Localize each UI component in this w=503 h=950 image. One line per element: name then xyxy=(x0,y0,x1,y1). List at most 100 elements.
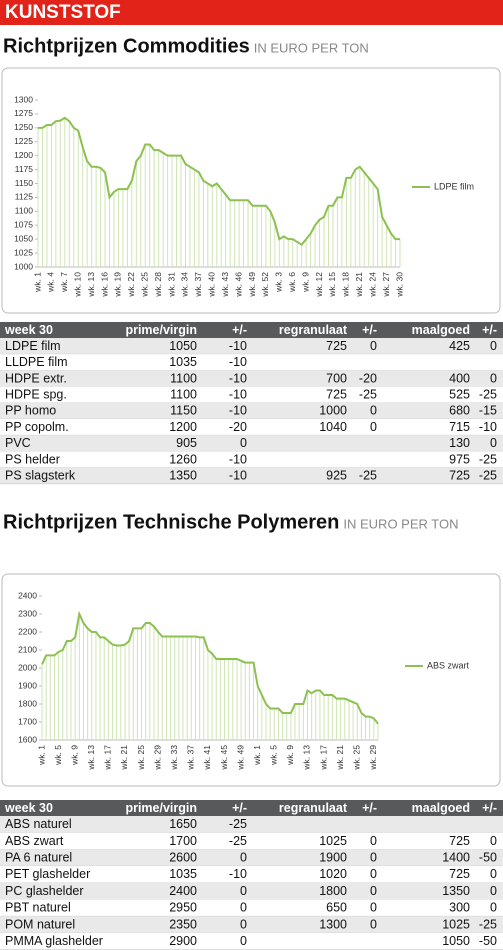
table-cell: 0 xyxy=(240,901,247,915)
x-tick-label: wk. 40 xyxy=(207,272,217,298)
y-tick-label: 1800 xyxy=(18,698,37,708)
x-tick-label: wk. 21 xyxy=(354,272,364,298)
table-cell: 715 xyxy=(449,420,470,434)
y-tick-label: 1075 xyxy=(14,220,33,230)
y-tick-label: 1700 xyxy=(18,716,37,726)
table-cell: 1000 xyxy=(319,404,347,418)
table-cell: -25 xyxy=(229,817,247,831)
table-header-bg xyxy=(0,800,503,816)
table-cell: 1050 xyxy=(169,339,197,353)
x-tick-label: wk. 10 xyxy=(72,272,82,298)
table-cell: -10 xyxy=(479,420,497,434)
y-tick-label: 1225 xyxy=(14,136,33,146)
section-unit: IN EURO PER TON xyxy=(343,516,458,531)
x-tick-label: wk. 5 xyxy=(53,745,63,766)
table-cell: PBT naturel xyxy=(5,901,71,915)
table-cell: -10 xyxy=(229,371,247,385)
table-row-bg xyxy=(0,832,503,850)
x-tick-label: wk. 7 xyxy=(59,272,69,293)
table-header: prime/virgin xyxy=(125,801,197,815)
y-tick-label: 2200 xyxy=(18,626,37,636)
legend-label: LDPE film xyxy=(434,181,474,191)
table-cell: 1100 xyxy=(170,371,197,385)
x-tick-label: wk. 13 xyxy=(86,272,96,298)
x-tick-label: wk. 25 xyxy=(352,745,362,771)
table-row-bg xyxy=(0,354,503,371)
table-cell: -50 xyxy=(479,851,497,865)
table-cell: 725 xyxy=(326,387,347,401)
table-cell: 0 xyxy=(240,934,247,948)
table-row-bg xyxy=(0,882,503,900)
y-tick-label: 1900 xyxy=(18,680,37,690)
table-cell: 0 xyxy=(490,901,497,915)
table-cell: -25 xyxy=(359,468,377,482)
x-tick-label: wk. 17 xyxy=(318,745,328,771)
x-tick-label: wk. 9 xyxy=(69,745,79,766)
x-tick-label: wk. 1 xyxy=(252,745,262,766)
chart-frame xyxy=(1,67,501,314)
x-tick-label: wk. 49 xyxy=(235,745,245,771)
series-line xyxy=(41,610,379,725)
x-tick-label: wk. 13 xyxy=(86,745,96,771)
table-cell: 1150 xyxy=(170,404,197,418)
y-tick-label: 1100 xyxy=(15,206,34,216)
table-header: maalgoed xyxy=(412,323,470,337)
table-cell: 300 xyxy=(449,901,470,915)
y-tick-label: 1050 xyxy=(14,233,33,243)
table-cell: 0 xyxy=(370,901,377,915)
x-tick-label: wk. 6 xyxy=(287,272,297,293)
table-cell: PVC xyxy=(5,436,31,450)
table-cell: 725 xyxy=(449,867,470,881)
table-cell: 0 xyxy=(370,884,377,898)
table-cell: 1035 xyxy=(169,355,197,369)
y-tick-label: 2400 xyxy=(18,590,37,600)
x-tick-label: wk. 31 xyxy=(166,272,176,298)
table-row-bg xyxy=(0,338,503,355)
x-tick-label: wk. 27 xyxy=(381,272,391,298)
y-tick-label: 1200 xyxy=(14,150,33,160)
x-tick-label: wk. 37 xyxy=(186,745,196,771)
table-cell: 1350 xyxy=(442,884,470,898)
y-tick-label: 1250 xyxy=(14,122,33,132)
table-row-bg xyxy=(0,849,503,867)
table-cell: -10 xyxy=(229,452,247,466)
table-cell: 700 xyxy=(326,371,347,385)
table-row-bg xyxy=(0,916,503,933)
table-cell: -25 xyxy=(479,452,497,466)
table-cell: PET glashelder xyxy=(5,867,90,881)
table-cell: 0 xyxy=(490,867,497,881)
y-tick-label: 1175 xyxy=(15,164,34,174)
table-header: week 30 xyxy=(4,323,53,337)
table-cell: 425 xyxy=(449,339,470,353)
x-tick-label: wk. 22 xyxy=(126,272,136,298)
table-row-bg xyxy=(0,899,503,917)
table-cell: 525 xyxy=(449,387,470,401)
table-cell: 2350 xyxy=(169,917,197,931)
table-cell: 905 xyxy=(176,436,197,450)
table-header: maalgoed xyxy=(412,801,470,815)
table-header: +/- xyxy=(362,323,377,337)
section-unit: IN EURO PER TON xyxy=(254,40,369,55)
x-tick-label: wk. 9 xyxy=(300,272,310,293)
table-cell: 1100 xyxy=(170,387,197,401)
table-cell: -25 xyxy=(479,917,497,931)
table-cell: POM naturel xyxy=(5,917,75,931)
table-cell: 0 xyxy=(490,834,497,848)
table-cell: 975 xyxy=(449,452,470,466)
x-tick-label: wk. 9 xyxy=(285,745,295,766)
table-cell: -10 xyxy=(229,339,247,353)
table-cell: ABS naturel xyxy=(5,817,72,831)
y-tick-label: 2000 xyxy=(18,662,37,672)
table-row-bg xyxy=(0,467,503,484)
table-cell: 0 xyxy=(240,851,247,865)
table-cell: 1025 xyxy=(319,834,347,848)
table-cell: 0 xyxy=(370,404,377,418)
table-cell: 1350 xyxy=(169,468,197,482)
x-tick-label: wk. 46 xyxy=(233,272,243,298)
y-tick-label: 1600 xyxy=(18,734,37,744)
table-cell: -15 xyxy=(479,404,497,418)
table-header-bg xyxy=(0,322,503,338)
x-tick-label: wk. 21 xyxy=(119,745,129,771)
table-cell: 2900 xyxy=(169,934,197,948)
table-cell: 650 xyxy=(326,901,347,915)
